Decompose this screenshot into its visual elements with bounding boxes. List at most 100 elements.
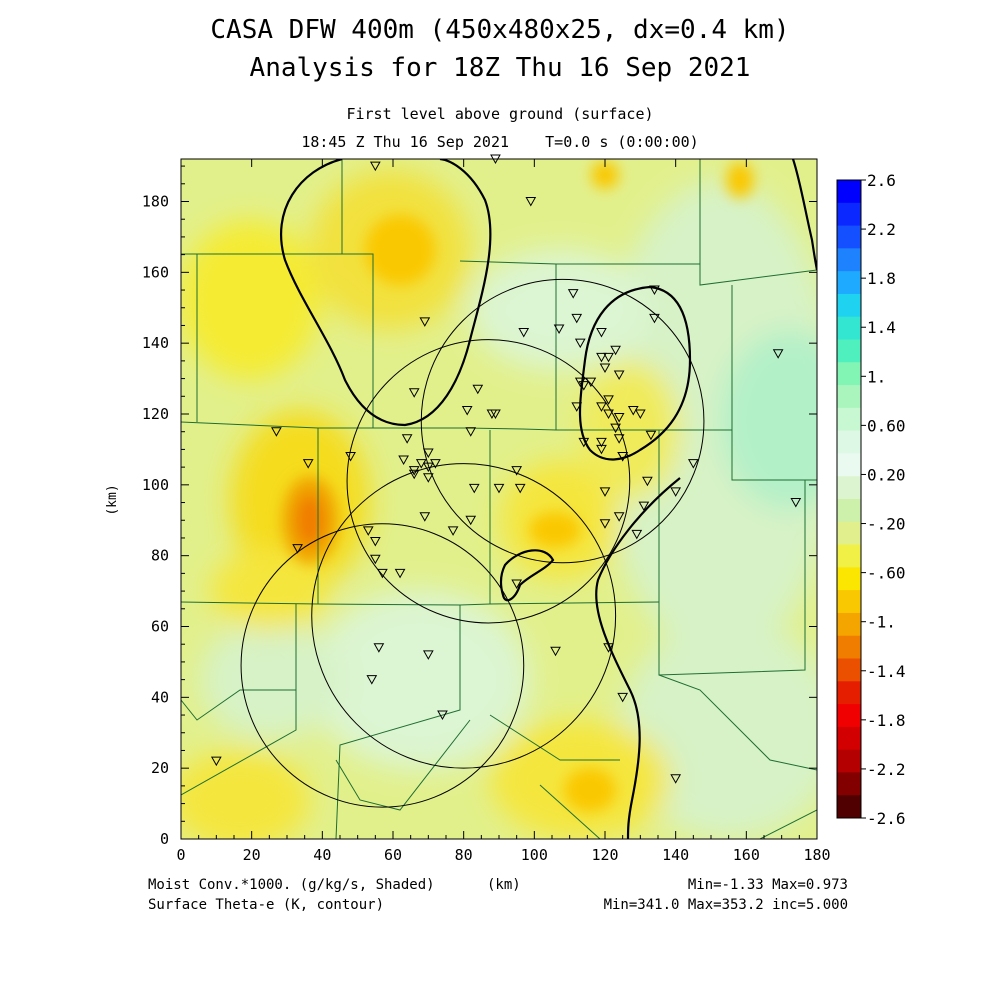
colorbar-label: 0.60 [867, 416, 906, 435]
colorbar-label: 2.6 [867, 171, 896, 190]
y-tick-label: 80 [151, 547, 169, 565]
colorbar-swatch [837, 726, 861, 751]
range-rings [240, 278, 705, 808]
x-tick-label: 120 [591, 846, 618, 864]
x-tick-label: 160 [733, 846, 760, 864]
theta-e-contour-small [499, 549, 555, 602]
colorbar-swatch [837, 612, 861, 637]
station-marker [596, 352, 607, 363]
station-marker [271, 427, 282, 437]
colorbar-swatch [837, 225, 861, 249]
station-marker [408, 388, 420, 398]
station-marker [415, 459, 427, 469]
station-marker [468, 483, 480, 494]
colorbar-label: 2.2 [867, 220, 896, 239]
station-marker [465, 427, 477, 437]
station-marker [634, 409, 646, 420]
colorbar-swatch [837, 362, 861, 386]
station-marker [574, 338, 586, 349]
station-marker [642, 476, 653, 487]
station-marker [422, 473, 434, 483]
station-marker [369, 161, 381, 172]
station-marker [596, 328, 607, 338]
station-marker [302, 459, 314, 469]
shaded-minmax: Min=-1.33 Max=0.973 [687, 877, 848, 893]
colorbar-label: -.60 [867, 564, 906, 583]
colorbar-swatch [837, 635, 861, 659]
station-marker [373, 643, 385, 653]
colorbar-label: -2.6 [867, 809, 906, 828]
station-marker [465, 515, 477, 526]
station-marker [670, 487, 682, 497]
x-tick-label: 140 [662, 846, 689, 864]
station-marker [617, 692, 629, 703]
station-marker [603, 395, 614, 405]
x-tick-label: 100 [521, 846, 548, 864]
county-boundaries [181, 159, 817, 839]
chart-subtitle: Analysis for 18Z Thu 16 Sep 2021 [249, 53, 751, 83]
station-marker [437, 710, 448, 721]
x-tick-label: 80 [455, 846, 473, 864]
station-marker [603, 409, 614, 420]
station-marker [687, 459, 699, 469]
colorbar-swatch [837, 521, 861, 546]
station-marker [638, 501, 650, 512]
chart-title: CASA DFW 400m (450x480x25, dx=0.4 km) [210, 15, 790, 45]
y-tick-label: 40 [151, 688, 169, 706]
colorbar-swatch [837, 430, 861, 454]
station-marker [210, 756, 222, 767]
colorbar-swatch [837, 202, 861, 227]
station-marker [585, 377, 597, 388]
station-marker [422, 650, 434, 660]
station-marker [599, 519, 611, 529]
colorbar-swatch [837, 590, 861, 614]
x-tick-label: 20 [243, 846, 261, 864]
station-marker [610, 345, 621, 356]
station-marker [369, 537, 381, 547]
y-tick-label: 20 [151, 759, 169, 777]
station-marker [613, 512, 625, 522]
x-tick-label: 0 [176, 846, 185, 864]
station-marker [631, 529, 643, 540]
station-marker [422, 448, 434, 458]
station-marker [430, 459, 441, 469]
range-ring [311, 463, 617, 769]
station-marker [627, 405, 639, 416]
colorbar-swatch [837, 567, 861, 591]
range-ring [240, 523, 525, 808]
level-label: First level above ground (surface) [346, 105, 654, 123]
colorbar-swatch [837, 795, 861, 819]
theta-e-contour-northeast [578, 285, 692, 461]
station-marker [596, 444, 607, 455]
station-marker [613, 434, 625, 444]
theta-e-contour-northwest [280, 159, 492, 427]
colorbar-swatch [837, 180, 861, 204]
station-markers [210, 154, 802, 784]
station-marker [550, 646, 561, 657]
y-tick-label: 160 [142, 263, 169, 281]
station-marker [493, 483, 505, 494]
station-marker [610, 423, 621, 434]
station-marker [345, 452, 356, 462]
station-marker [578, 437, 590, 448]
time-label: 18:45 Z Thu 16 Sep 2021 T=0.0 s (0:00:00… [301, 133, 699, 151]
colorbar-label: 1.4 [867, 318, 896, 337]
station-marker [472, 384, 484, 395]
colorbar-swatch [837, 681, 861, 705]
colorbar-label: 1.8 [867, 269, 896, 288]
station-marker [571, 313, 583, 324]
y-tick-label: 0 [160, 830, 169, 848]
colorbar-swatch [837, 704, 861, 728]
y-tick-label: 140 [142, 334, 169, 352]
station-marker [670, 774, 682, 784]
station-marker [422, 462, 434, 473]
station-marker [511, 579, 523, 590]
x-tick-label: 180 [803, 846, 830, 864]
station-marker [571, 402, 583, 412]
station-marker [401, 434, 413, 444]
station-marker [461, 405, 473, 416]
colorbar-label: 1. [867, 367, 886, 386]
colorbar-label: -2.2 [867, 760, 906, 779]
station-marker [596, 402, 607, 412]
station-marker [553, 324, 565, 335]
